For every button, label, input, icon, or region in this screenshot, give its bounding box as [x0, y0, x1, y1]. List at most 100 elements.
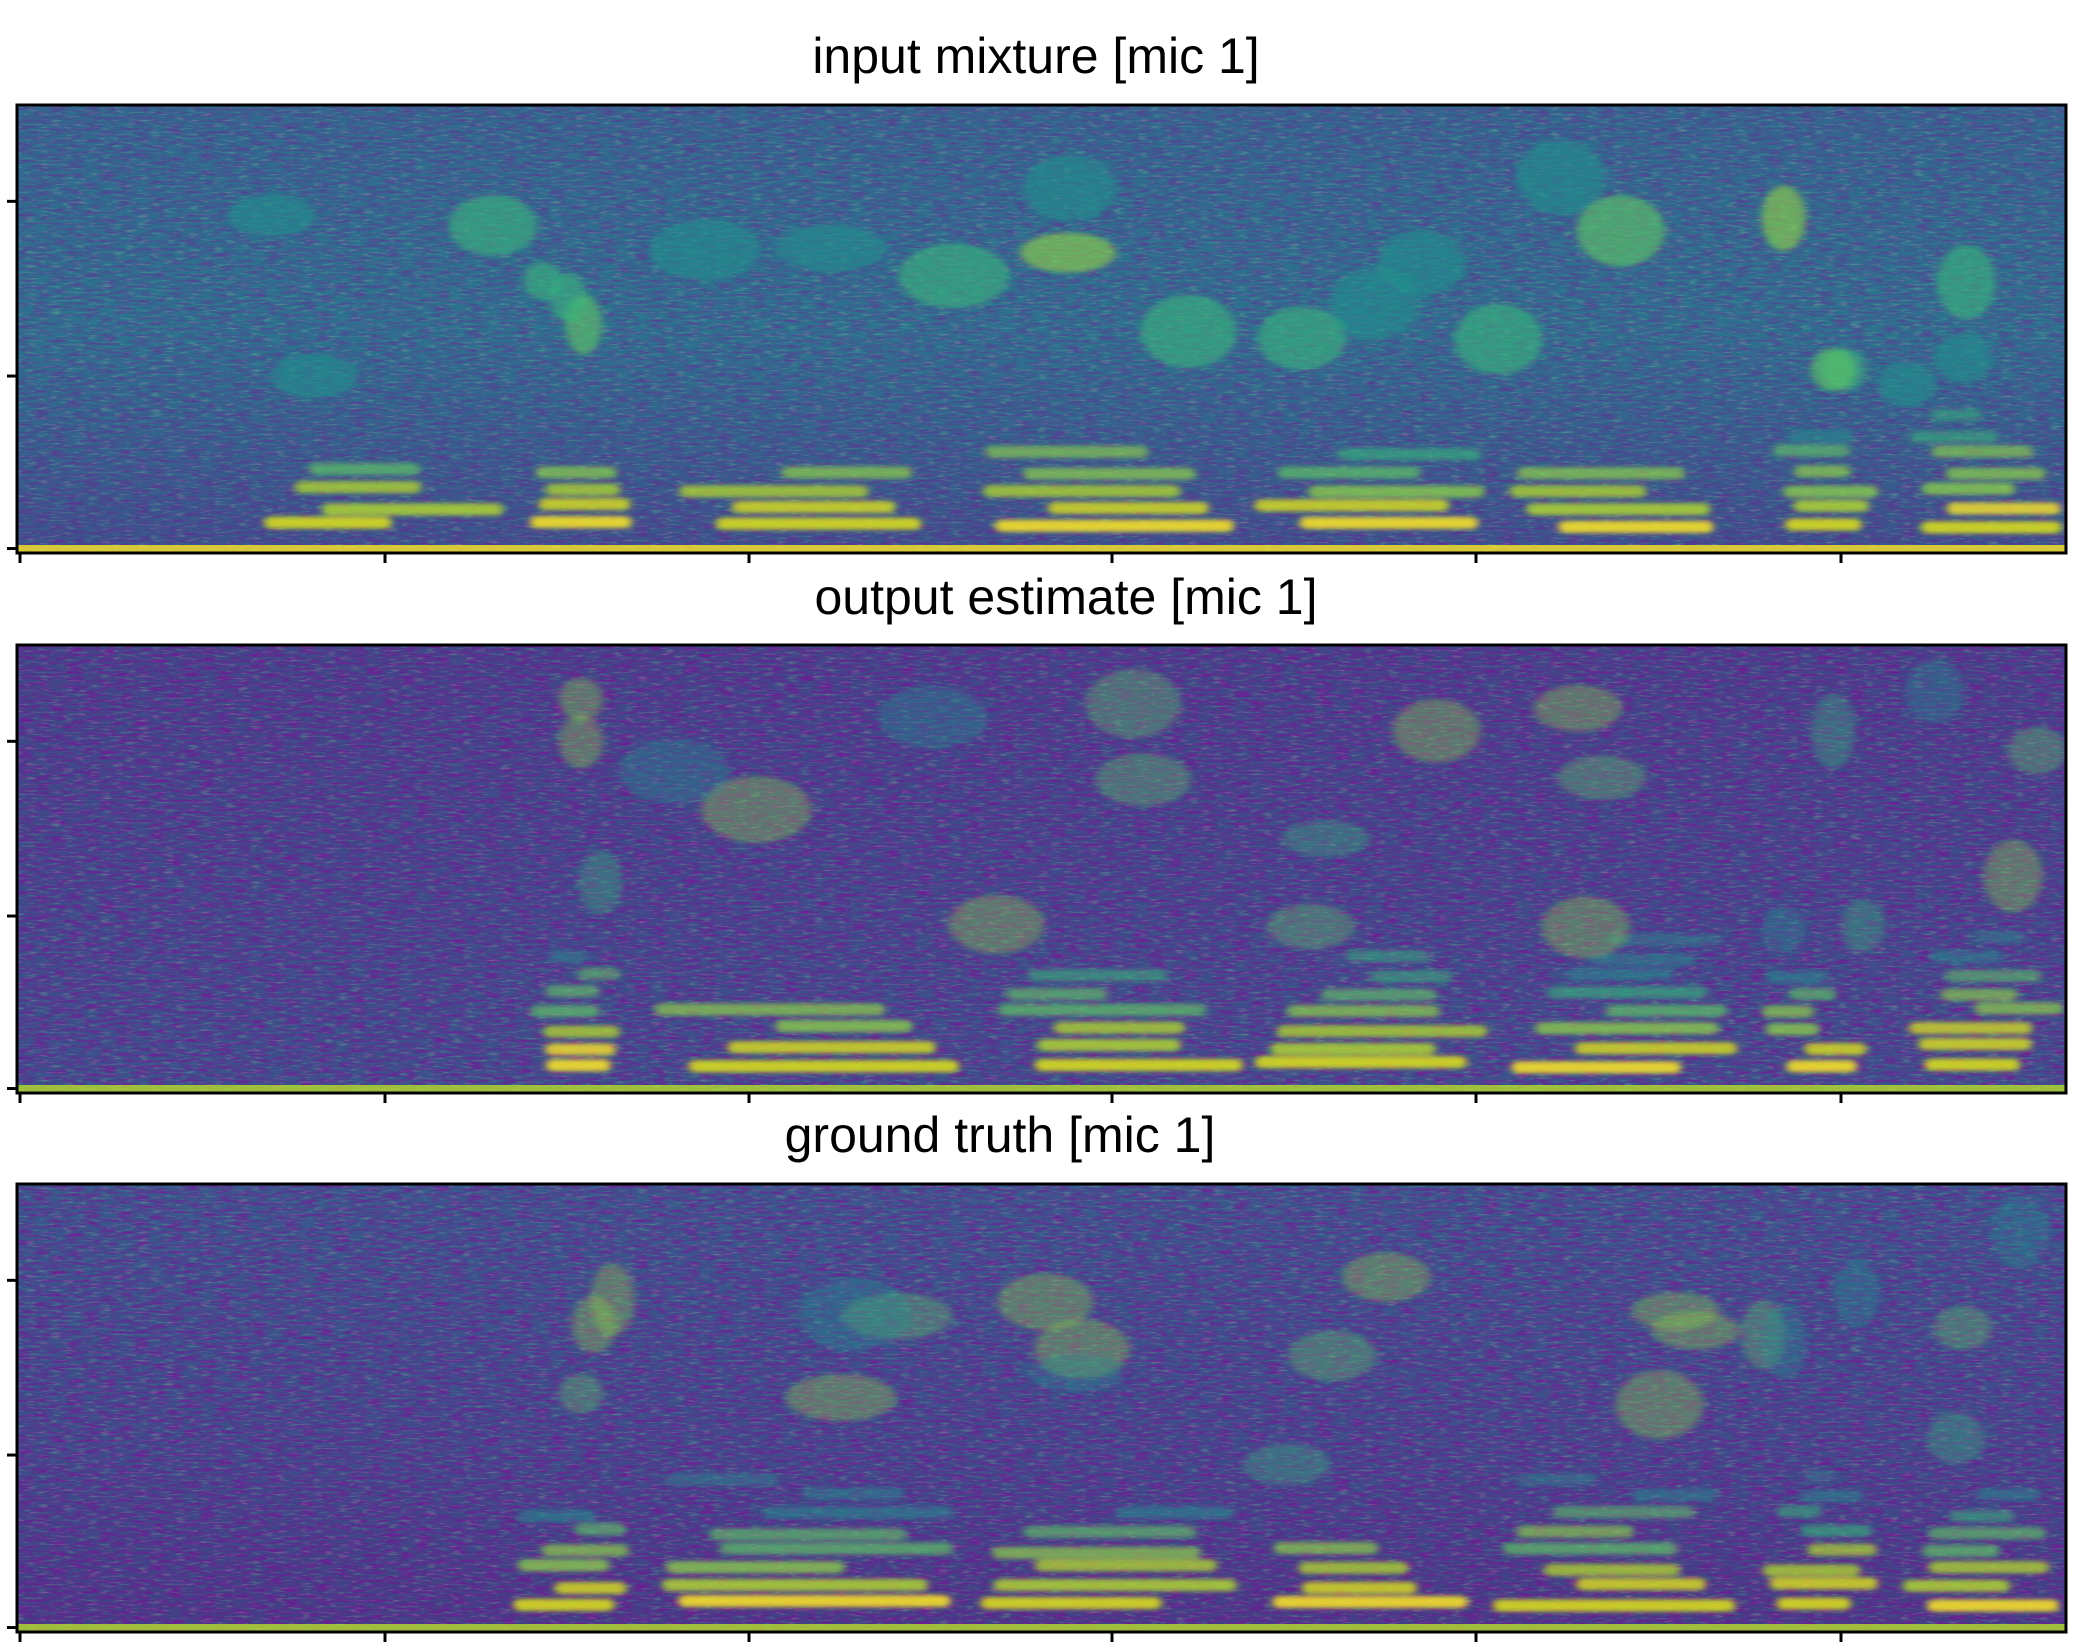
harmonic	[1761, 1005, 1814, 1018]
harmonic	[1286, 1005, 1440, 1018]
harmonic	[665, 1561, 845, 1574]
harmonic	[1336, 448, 1482, 461]
harmonic	[727, 1041, 936, 1054]
harmonic	[1272, 1596, 1468, 1609]
formant	[785, 1374, 897, 1421]
harmonic	[654, 1003, 885, 1016]
harmonic	[1047, 502, 1209, 515]
formant	[1904, 658, 1964, 724]
harmonic	[1053, 1021, 1185, 1034]
formant	[1983, 840, 2043, 913]
formant	[1020, 232, 1116, 273]
formant	[798, 1277, 910, 1352]
harmonic	[1037, 1039, 1181, 1052]
harmonic	[538, 498, 631, 511]
harmonic	[1929, 408, 1982, 421]
harmonic	[577, 967, 620, 980]
low-band	[17, 545, 2066, 553]
formant	[1516, 139, 1606, 215]
formant	[448, 194, 538, 256]
harmonic	[1776, 1597, 1851, 1610]
harmonic	[513, 1598, 615, 1611]
harmonic	[574, 1523, 627, 1536]
harmonic	[1575, 1042, 1738, 1055]
harmonic	[1345, 950, 1431, 963]
harmonic	[294, 481, 422, 494]
formant	[1022, 154, 1118, 222]
spectrogram	[17, 105, 2066, 553]
speech	[227, 139, 2062, 534]
harmonic	[1006, 988, 1108, 1001]
formant	[701, 776, 812, 843]
harmonic	[1786, 1060, 1857, 1073]
harmonic	[1277, 1025, 1488, 1038]
harmonic	[993, 1579, 1237, 1592]
formant	[578, 850, 623, 915]
formant	[1990, 1195, 2050, 1268]
harmonic	[1274, 1542, 1379, 1555]
harmonic	[1909, 1022, 2033, 1035]
formant	[1029, 1353, 1126, 1393]
harmonic	[535, 466, 617, 479]
harmonic	[1116, 1506, 1234, 1519]
harmonic	[761, 1506, 953, 1519]
low-band	[17, 1085, 2066, 1093]
harmonic	[1909, 431, 1999, 444]
harmonic	[1369, 970, 1453, 983]
harmonic	[1516, 1525, 1634, 1538]
formant	[1810, 348, 1856, 392]
harmonic	[1902, 1579, 2010, 1592]
formant	[1095, 753, 1192, 807]
harmonic	[545, 483, 621, 496]
formant	[1877, 361, 1937, 407]
formant	[1541, 896, 1630, 959]
harmonic	[1802, 1470, 1835, 1483]
formant	[590, 1263, 635, 1336]
formant	[270, 352, 359, 399]
harmonic	[1772, 444, 1850, 457]
spectrogram	[17, 645, 2066, 1093]
harmonic	[1928, 1561, 2050, 1574]
formant	[1533, 685, 1623, 732]
harmonic	[1023, 1525, 1197, 1538]
harmonic	[1516, 467, 1685, 480]
harmonic	[1776, 1505, 1822, 1518]
harmonic	[1927, 1599, 2059, 1612]
harmonic	[1765, 1023, 1819, 1036]
noise-light	[17, 645, 2066, 1093]
harmonic	[545, 1043, 616, 1056]
harmonic	[679, 485, 869, 498]
axes-frame	[15, 103, 2068, 555]
formant	[1377, 229, 1466, 295]
harmonic	[1270, 1043, 1436, 1056]
harmonic	[1547, 986, 1708, 999]
harmonic	[992, 1546, 1201, 1559]
axes-frame	[15, 1182, 2068, 1634]
harmonic	[1565, 968, 1674, 981]
formant	[898, 243, 1009, 308]
harmonic	[1605, 1004, 1728, 1017]
formant	[1242, 1443, 1331, 1486]
formant	[1281, 820, 1371, 857]
harmonic	[1789, 988, 1836, 1001]
harmonic	[1034, 1559, 1218, 1572]
harmonic	[1608, 933, 1719, 946]
harmonic	[688, 1060, 959, 1073]
harmonic	[804, 1487, 904, 1500]
harmonic	[1511, 1061, 1681, 1074]
harmonic	[1921, 482, 2016, 495]
harmonic	[321, 503, 504, 516]
harmonic	[1974, 1002, 2064, 1015]
harmonic	[546, 1059, 611, 1072]
formant	[558, 714, 604, 769]
harmonic	[1783, 485, 1879, 498]
low-band	[17, 1624, 2066, 1632]
panel-title: output estimate [mic 1]	[814, 569, 1317, 625]
harmonic	[1631, 1489, 1718, 1502]
speech	[530, 658, 2066, 1074]
harmonic	[1975, 931, 2027, 944]
formant	[1341, 1252, 1431, 1302]
formant	[948, 895, 1045, 954]
